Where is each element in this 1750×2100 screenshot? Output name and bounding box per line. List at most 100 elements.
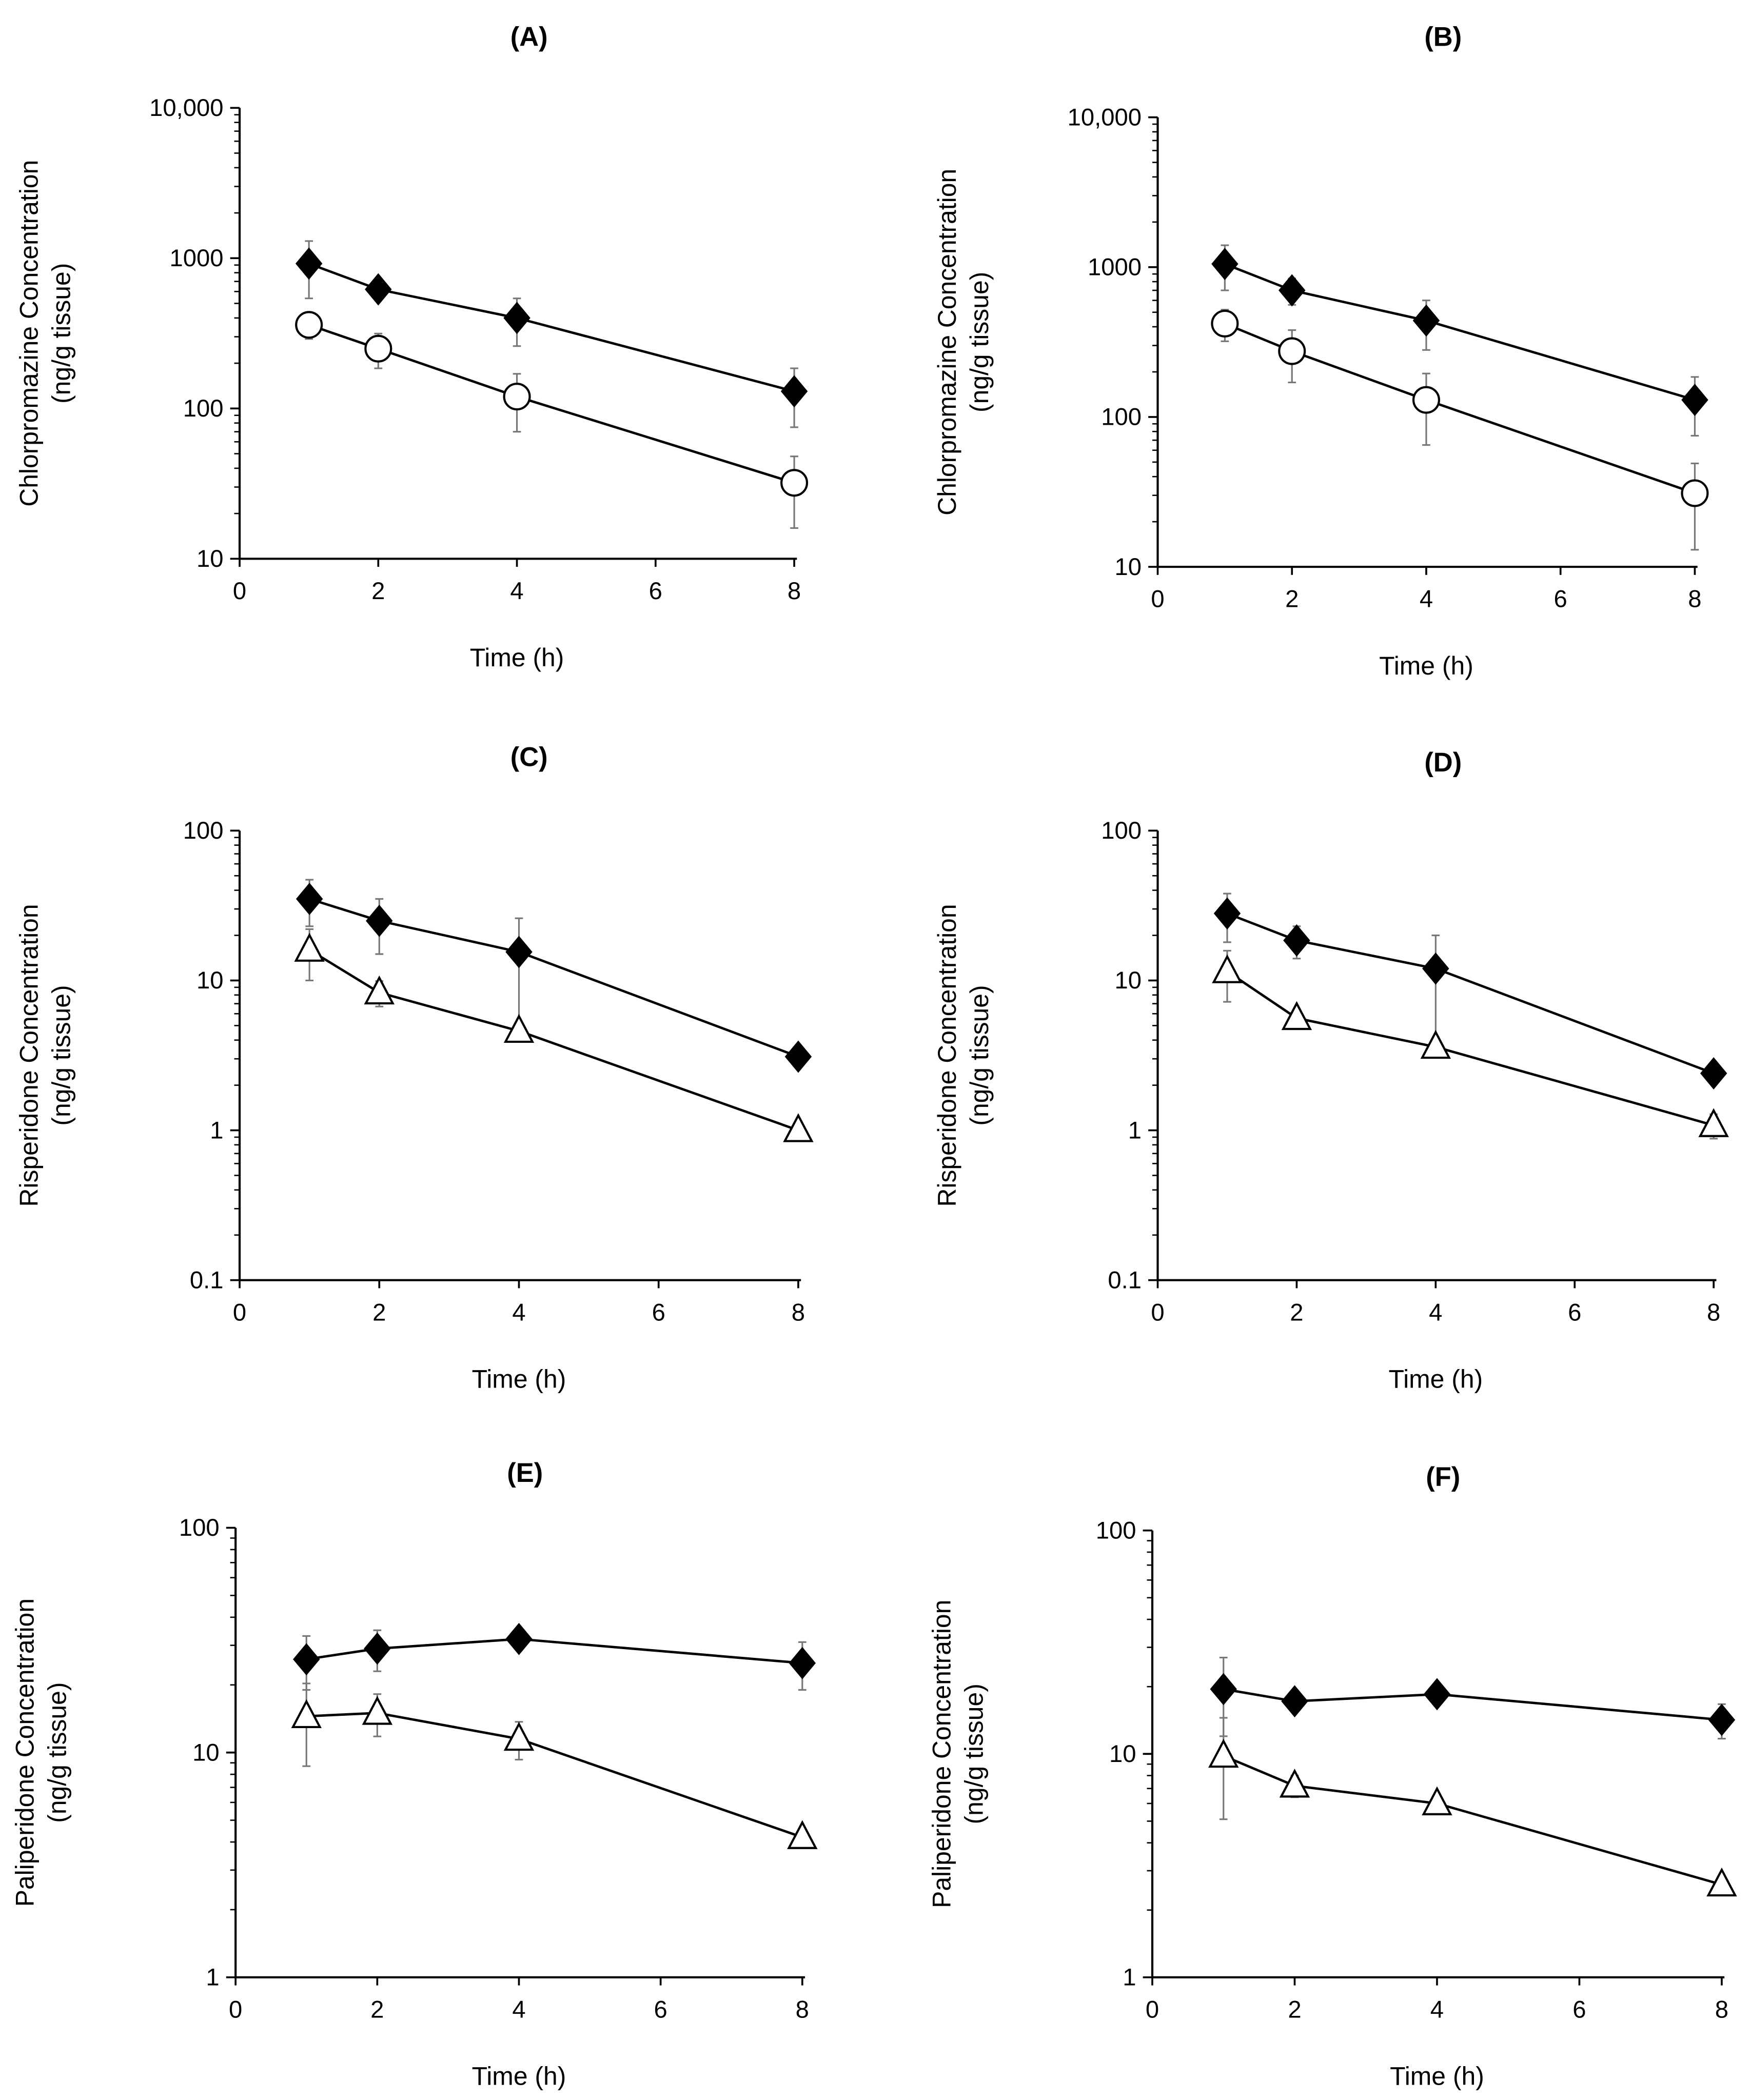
x-axis-label: Time (h) [470,643,564,672]
series-line [306,1637,803,1665]
x-tick-label: 6 [1572,1996,1586,2024]
series-line [308,324,795,484]
x-tick-label: 2 [1290,1299,1303,1326]
diamond-marker [505,1622,533,1655]
y-axis-label-units: (ng/g tissue) [959,1683,988,1824]
x-tick-label: 0 [233,1299,246,1326]
panel-title: (E) [507,1458,543,1488]
diamond-marker [296,883,323,915]
y-tick-label: 10,000 [149,94,223,122]
x-tick-label: 4 [1429,1299,1442,1326]
x-axis-label: Time (h) [1379,651,1473,680]
series-open-triangle [1212,949,1729,1140]
triangle-marker [1212,954,1243,983]
series-line [308,262,795,393]
x-tick-label: 2 [1285,586,1299,613]
panel-title: (F) [1426,1462,1460,1492]
circle-marker [1412,386,1440,414]
x-tick-label: 8 [1715,1996,1728,2024]
y-tick-label: 10 [1109,1740,1136,1768]
panel-title: (B) [1424,23,1462,52]
y-tick-label: 100 [183,817,224,844]
triangle-marker [291,1699,322,1729]
x-tick-label: 2 [1288,1996,1301,2024]
y-tick-label: 1000 [170,245,224,272]
series-filled-diamond [1213,893,1727,1089]
triangle-marker [783,1113,814,1142]
series-filled-diamond [296,879,812,1073]
panel-c: (C) 0.1 1 10 100 0 2 4 6 8 Time (h) Risperidone Con… [14,742,814,1394]
series-open-triangle [294,928,814,1142]
triangle-marker [1698,1108,1729,1137]
x-tick-label: 4 [510,578,523,605]
y-axis-label: Chlorpromazine Concentration [933,169,961,516]
y-tick-label: 100 [183,395,224,422]
y-tick-label: 10 [192,1739,220,1766]
series-open-circle [1211,309,1709,551]
y-axis-label: Paliperidone Concentration [927,1600,956,1908]
triangle-marker [503,1014,535,1043]
series-filled-diamond [1211,244,1708,437]
triangle-marker [1279,1769,1310,1798]
x-tick-label: 4 [512,1996,525,2024]
series-line [1227,912,1714,1075]
y-tick-label: 10,000 [1068,104,1142,131]
series-line [1223,1754,1722,1886]
x-tick-label: 2 [372,1299,386,1326]
diamond-marker [789,1647,816,1679]
diamond-marker [1213,897,1241,930]
y-tick-label: 1 [1128,1117,1142,1144]
diamond-marker [784,1040,812,1073]
diamond-marker [1700,1057,1727,1089]
diamond-marker [1681,384,1708,417]
diamond-marker [505,936,533,968]
x-tick-label: 8 [788,578,801,605]
y-axis-label: Paliperidone Concentration [11,1598,40,1907]
y-axis-label-units: (ng/g tissue) [43,1682,72,1823]
y-axis-label: Risperidone Concentration [933,904,961,1206]
x-tick-label: 0 [233,578,246,605]
circle-marker [503,383,531,411]
diamond-marker [1412,304,1440,337]
y-axis-label-units: (ng/g tissue) [965,272,994,412]
y-tick-label: 1 [206,1964,219,1991]
x-tick-label: 8 [1707,1299,1720,1326]
series-line [1223,1688,1722,1721]
x-tick-label: 0 [229,1996,242,2024]
triangle-marker [362,1696,393,1725]
series-line [1224,263,1696,401]
y-tick-label: 100 [1101,817,1142,844]
y-tick-label: 10 [196,545,224,572]
circle-marker [364,334,392,363]
x-tick-label: 8 [1688,586,1701,613]
series-filled-diamond [295,240,808,428]
y-tick-label: 10 [1114,553,1142,581]
diamond-marker [1211,248,1238,281]
y-tick-label: 100 [1101,404,1142,431]
x-tick-label: 0 [1151,586,1164,613]
y-tick-label: 100 [1096,1517,1136,1544]
triangle-marker [1208,1738,1239,1768]
y-tick-label: 1 [1123,1964,1136,1991]
diamond-marker [366,904,393,937]
diamond-marker [1278,274,1306,307]
circle-marker [1681,479,1709,507]
x-tick-label: 6 [652,1299,665,1326]
y-axis-label-units: (ng/g tissue) [47,263,75,404]
series-filled-diamond [293,1622,816,1691]
y-tick-label: 100 [179,1514,220,1541]
panel-e: (E) 1 10 100 0 2 4 6 8 Time (h) Paliperidone Conce… [11,1458,818,2091]
circle-marker [295,311,323,339]
diamond-marker [364,1632,391,1665]
triangle-marker [1422,1786,1452,1815]
x-tick-label: 2 [370,1996,384,2024]
diamond-marker [780,375,808,408]
diamond-marker [503,302,530,334]
panel-title: (C) [510,742,548,772]
triangle-marker [364,975,395,1005]
series-line [306,1712,803,1838]
x-tick-label: 6 [654,1996,667,2024]
x-tick-label: 6 [649,578,662,605]
x-tick-label: 4 [1420,586,1433,613]
